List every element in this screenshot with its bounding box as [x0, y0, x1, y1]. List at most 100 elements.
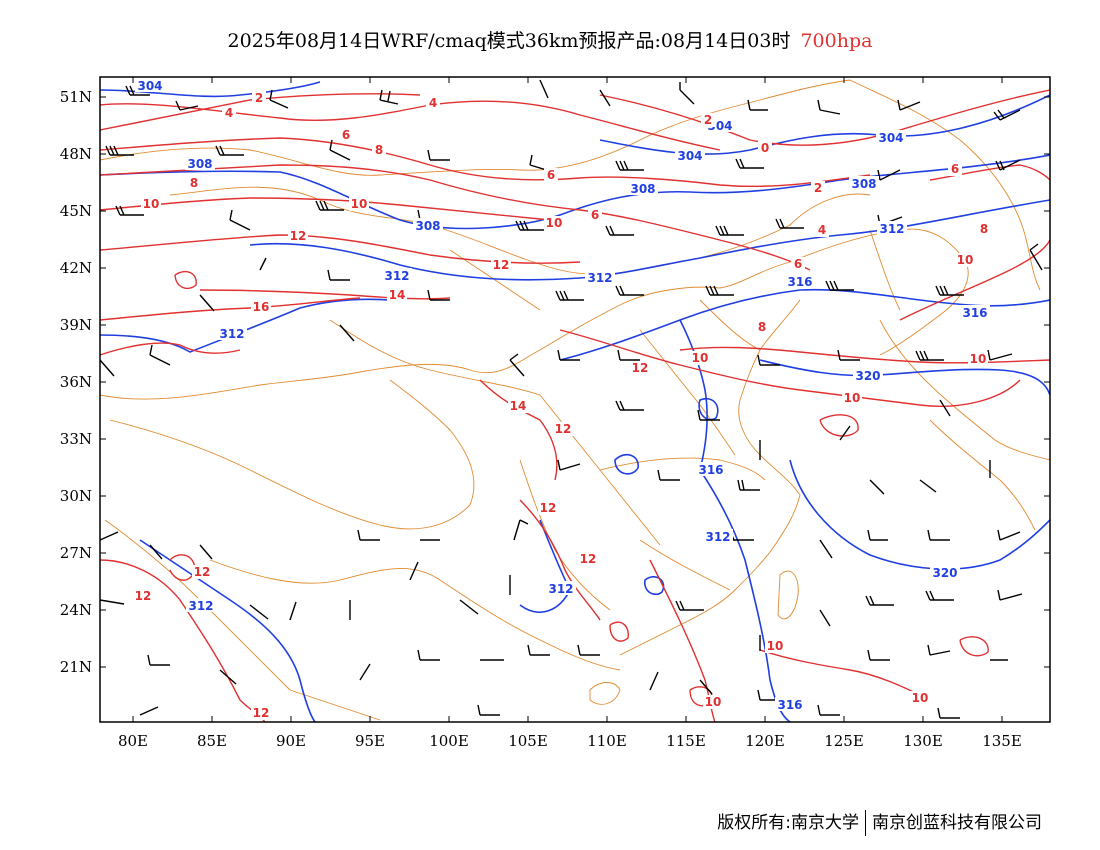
temp-label: 4 [429, 96, 437, 110]
temp-label: 2 [255, 91, 263, 105]
temp-contour-14 [199, 289, 451, 300]
temp-label: 10 [705, 695, 722, 709]
wind-barb [997, 589, 1023, 601]
wind-barb [139, 706, 159, 716]
height-label: 312 [705, 530, 730, 544]
map-content: 304 308 308 312 312 312 308 304 304 304 … [100, 78, 1050, 722]
temp-label: 12 [555, 422, 572, 436]
temp-label: 14 [389, 288, 406, 302]
height-contour-small-loop-b [644, 576, 665, 596]
temp-label: 10 [844, 391, 861, 405]
province-l [929, 419, 1036, 531]
temp-contour-12-southwest [100, 559, 266, 722]
wind-barb [679, 82, 695, 105]
height-contour-320-south [789, 459, 1050, 570]
temp-label: 10 [143, 197, 160, 211]
map-title: 2025年08月14日WRF/cmaq模式36km预报产品:08月14日03时 7… [0, 26, 1100, 53]
temp-label: 16 [253, 300, 270, 314]
wind-barb [657, 469, 680, 481]
temp-contour-6 [100, 137, 871, 188]
lat-axis [100, 96, 1050, 668]
province-k [289, 689, 381, 721]
temp-contour-10-central [679, 346, 1050, 364]
wind-barb [199, 544, 213, 560]
wind-barb [215, 145, 244, 156]
wind-barb [715, 225, 744, 236]
wind-barb [379, 89, 399, 105]
temp-contour-10 [100, 197, 551, 221]
height-contour-312-southwest [139, 539, 316, 722]
wind-barb [100, 598, 125, 605]
temp-label: 12 [580, 552, 597, 566]
height-label: 320 [932, 566, 957, 580]
lat-label: 21N [60, 658, 92, 676]
province-d [519, 459, 611, 611]
temp-label: 8 [758, 320, 766, 334]
mongolia-border [169, 186, 871, 275]
temp-label: 14 [510, 399, 527, 413]
lat-label: 45N [60, 202, 92, 220]
china-border [100, 228, 969, 400]
temp-label: 10 [970, 352, 987, 366]
height-label: 308 [851, 177, 876, 191]
wind-barb [935, 285, 964, 296]
wind-barb [315, 200, 344, 211]
temp-label: 10 [912, 691, 929, 705]
temp-label: 10 [351, 197, 368, 211]
temp-label: 12 [253, 706, 270, 720]
temp-label: 6 [951, 162, 959, 176]
lon-label: 120E [745, 732, 785, 750]
wind-barb [427, 289, 450, 301]
lat-label: 42N [60, 259, 92, 277]
lat-labels: 51N 48N 45N 42N 39N 36N 33N 30N 27N 24N … [60, 88, 92, 676]
temperature-labels: 4 2 4 6 8 8 10 10 12 10 6 6 12 [133, 91, 991, 720]
copyright-university: 南京大学 [791, 813, 859, 833]
coastline [619, 299, 801, 656]
wind-barb [199, 294, 215, 312]
wind-barb [509, 353, 525, 377]
wind-barb [737, 479, 760, 491]
temp-contour-12-west [100, 342, 241, 356]
lat-label: 27N [60, 544, 92, 562]
temp-label: 0 [761, 141, 769, 155]
title-main: 2025年08月14日WRF/cmaq模式36km预报产品:08月14日03时 [227, 30, 791, 52]
wind-barb [993, 109, 1021, 121]
height-label: 308 [630, 182, 655, 196]
height-label: 304 [677, 149, 702, 163]
temperature-contours [100, 89, 1050, 722]
temp-contour-0 [599, 89, 1050, 146]
height-label: 308 [415, 219, 440, 233]
temp-contour-12-central [559, 329, 801, 391]
lon-labels: 80E 85E 90E 95E 100E 105E 110E 115E 120E… [118, 732, 1022, 750]
province-f [639, 539, 731, 591]
wind-barb [649, 671, 659, 691]
lat-label: 48N [60, 145, 92, 163]
wind-barb [675, 600, 704, 611]
height-contour-308 [100, 154, 1050, 230]
wind-barb [125, 85, 150, 96]
wind-barb [477, 704, 500, 716]
wind-barb [147, 654, 170, 666]
wind-barb [339, 324, 355, 342]
wind-barb [747, 99, 768, 111]
temp-contour-12-south [519, 499, 601, 621]
wind-barb [617, 349, 640, 361]
wind-barb [819, 539, 833, 559]
copyright-separator [865, 810, 866, 836]
wind-barb [329, 139, 351, 161]
height-contour-small-loop-a [614, 453, 639, 475]
boundaries [100, 79, 1050, 721]
wind-barb [995, 159, 1021, 171]
temp-contour-10-southeast [759, 649, 931, 701]
wind-barb [249, 604, 269, 620]
taiwan [777, 570, 799, 620]
lat-label: 33N [60, 430, 92, 448]
temp-label: 4 [818, 223, 826, 237]
wind-barb [555, 290, 584, 301]
height-label: 312 [587, 271, 612, 285]
wind-barb [527, 644, 550, 656]
height-label: 304 [878, 131, 903, 145]
wind-barb [327, 269, 350, 281]
height-label: 312 [219, 327, 244, 341]
